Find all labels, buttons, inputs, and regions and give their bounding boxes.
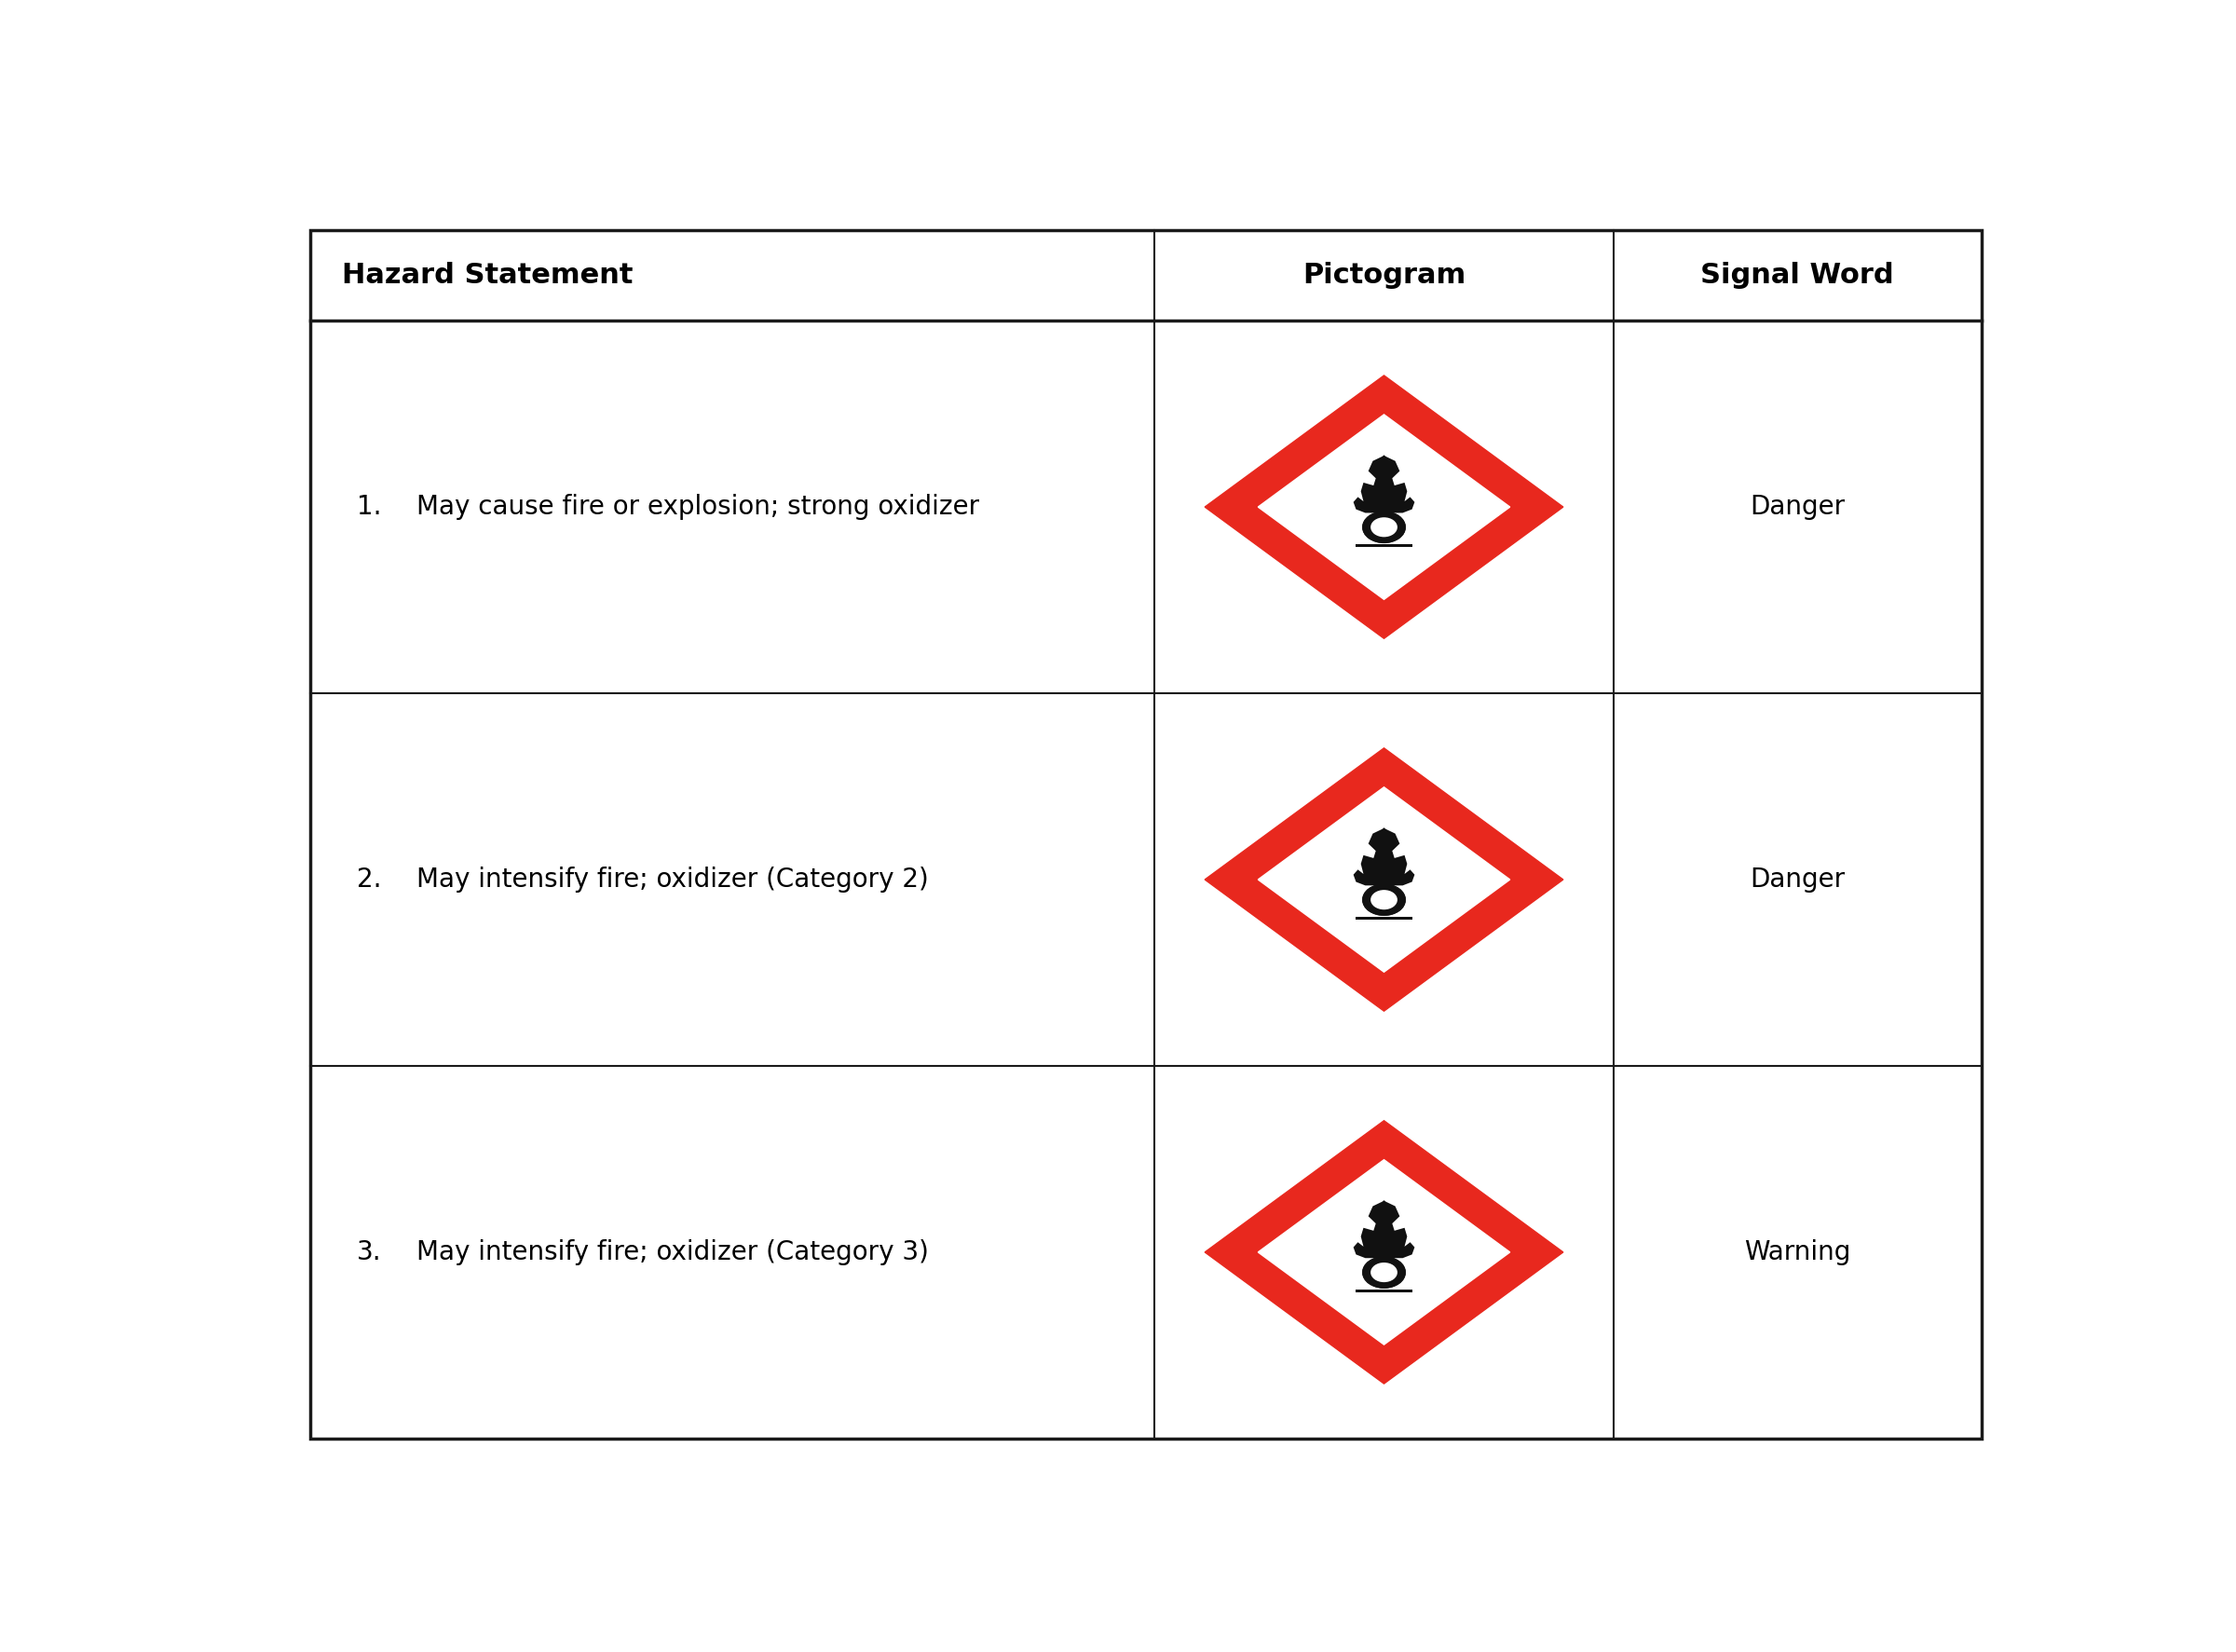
Circle shape xyxy=(1371,890,1398,910)
Polygon shape xyxy=(1259,1160,1509,1345)
Polygon shape xyxy=(1259,786,1509,971)
Circle shape xyxy=(1371,517,1398,537)
Circle shape xyxy=(1362,512,1406,544)
Text: Hazard Statement: Hazard Statement xyxy=(342,263,633,289)
Polygon shape xyxy=(1205,748,1563,1011)
Bar xyxy=(1355,1289,1413,1292)
Bar xyxy=(1355,544,1413,547)
Text: May intensify fire; oxidizer (Category 3): May intensify fire; oxidizer (Category 3… xyxy=(416,1239,928,1265)
Text: Signal Word: Signal Word xyxy=(1702,263,1894,289)
Circle shape xyxy=(1371,1262,1398,1282)
Polygon shape xyxy=(1353,828,1415,885)
Polygon shape xyxy=(1353,454,1415,512)
Text: May intensify fire; oxidizer (Category 2): May intensify fire; oxidizer (Category 2… xyxy=(416,867,928,892)
Bar xyxy=(1355,917,1413,920)
Text: Pictogram: Pictogram xyxy=(1301,263,1465,289)
Bar xyxy=(1355,1289,1413,1292)
Polygon shape xyxy=(1205,375,1563,638)
Circle shape xyxy=(1362,884,1406,915)
Polygon shape xyxy=(1259,415,1509,600)
Circle shape xyxy=(1371,890,1398,910)
Bar xyxy=(1355,544,1413,547)
Text: 2.: 2. xyxy=(358,867,382,892)
Circle shape xyxy=(1362,884,1406,915)
Circle shape xyxy=(1362,1257,1406,1289)
Text: 1.: 1. xyxy=(358,494,382,520)
Circle shape xyxy=(1371,517,1398,537)
Bar xyxy=(1355,917,1413,920)
Circle shape xyxy=(1362,512,1406,544)
Text: May cause fire or explosion; strong oxidizer: May cause fire or explosion; strong oxid… xyxy=(416,494,979,520)
Text: Warning: Warning xyxy=(1744,1239,1851,1265)
Text: Danger: Danger xyxy=(1751,494,1845,520)
Circle shape xyxy=(1362,1257,1406,1289)
Circle shape xyxy=(1362,1257,1406,1289)
Circle shape xyxy=(1371,1262,1398,1282)
Text: 3.: 3. xyxy=(358,1239,382,1265)
Circle shape xyxy=(1362,512,1406,544)
Text: Danger: Danger xyxy=(1751,867,1845,892)
Polygon shape xyxy=(1353,1201,1415,1259)
Polygon shape xyxy=(1205,1120,1563,1384)
Circle shape xyxy=(1362,884,1406,915)
